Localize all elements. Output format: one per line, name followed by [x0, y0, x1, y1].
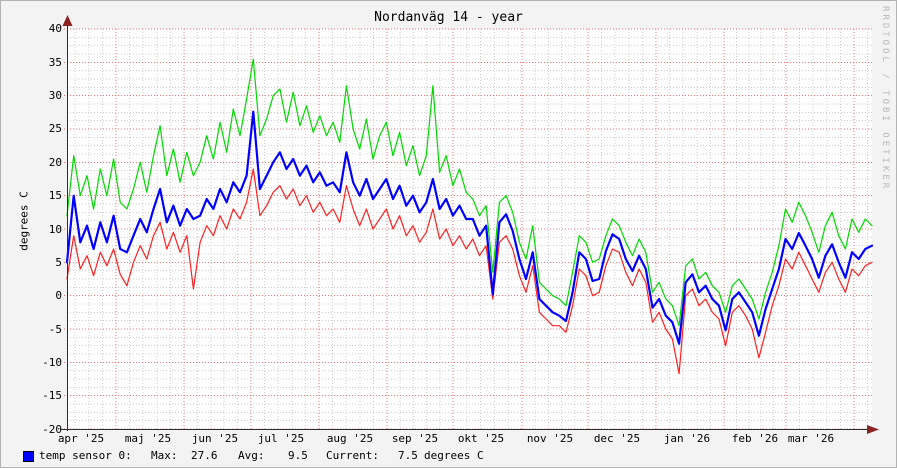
y-tick-label: 15	[48, 189, 62, 203]
y-tick-label: 0	[55, 289, 62, 303]
y-tick-label: -10	[42, 355, 62, 369]
y-tick-label: 25	[48, 122, 62, 136]
y-axis-arrow-icon	[62, 15, 73, 26]
x-tick-label: maj '25	[124, 432, 172, 445]
y-tick-label: -15	[42, 389, 62, 403]
x-axis-arrow-icon	[867, 425, 879, 434]
x-tick-label: aug '25	[326, 432, 374, 445]
y-tick-label: 30	[48, 89, 62, 103]
y-tick-label: 35	[48, 55, 62, 69]
x-tick-label: nov '25	[526, 432, 574, 445]
x-tick-label: jan '26	[663, 432, 711, 445]
x-tick-label: sep '25	[391, 432, 439, 445]
legend-unit: degrees C	[424, 449, 484, 462]
avg-temperature-line	[65, 110, 874, 345]
legend-current-value: 7.5	[398, 449, 418, 462]
legend-max-value: 27.6	[191, 449, 218, 462]
x-tick-label: jul '25	[257, 432, 305, 445]
x-tick-label: dec '25	[593, 432, 641, 445]
y-tick-label: 40	[48, 22, 62, 36]
y-tick-label: 10	[48, 222, 62, 236]
y-tick-label: 20	[48, 155, 62, 169]
series-color-swatch	[23, 451, 34, 462]
x-tick-label: jun '25	[191, 432, 239, 445]
x-tick-label: feb '26	[731, 432, 779, 445]
y-tick-label: 5	[55, 255, 62, 269]
legend-series-label: temp sensor 0:	[39, 449, 132, 462]
legend-avg-value: 9.5	[288, 449, 308, 462]
x-tick-label: mar '26	[787, 432, 835, 445]
x-tick-label: apr '25	[57, 432, 105, 445]
max-temperature-line	[66, 58, 873, 327]
y-tick-label: -20	[42, 422, 62, 436]
rrdtool-watermark: RRDTOOL / TOBI OETIKER	[880, 6, 890, 192]
legend-current-label: Current:	[326, 449, 379, 462]
legend-avg-label: Avg:	[238, 449, 265, 462]
legend: temp sensor 0: Max: 27.6 Avg: 9.5 Curren…	[1, 449, 896, 465]
y-tick-label: -5	[48, 322, 62, 336]
min-temperature-line	[66, 168, 873, 375]
legend-max-label: Max:	[151, 449, 178, 462]
graph-title: Nordanväg 14 - year	[374, 10, 523, 25]
x-tick-label: okt '25	[457, 432, 505, 445]
